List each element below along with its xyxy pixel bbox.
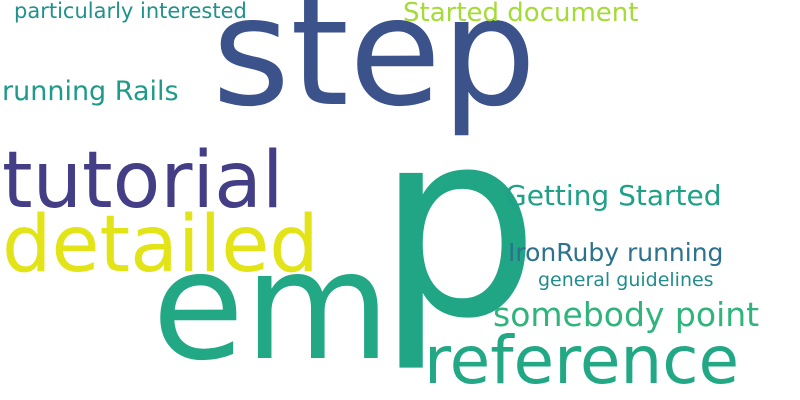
word-ironruby-running: IronRuby running (508, 238, 724, 267)
word-tutorial: tutorial (2, 136, 284, 226)
word-getting-started: Getting Started (505, 179, 722, 212)
word-running-rails: running Rails (2, 76, 179, 107)
word-p: p (376, 75, 540, 375)
word-detailed: detailed (2, 200, 319, 290)
word-general-guidelines: general guidelines (538, 269, 714, 291)
word-particularly-interested: particularly interested (14, 0, 247, 23)
word-started-document: Started document (403, 0, 639, 28)
word-somebody-point: somebody point (493, 295, 760, 334)
word-step: step (212, 0, 537, 140)
word-reference: reference (424, 322, 740, 399)
word-em: em (152, 220, 391, 394)
